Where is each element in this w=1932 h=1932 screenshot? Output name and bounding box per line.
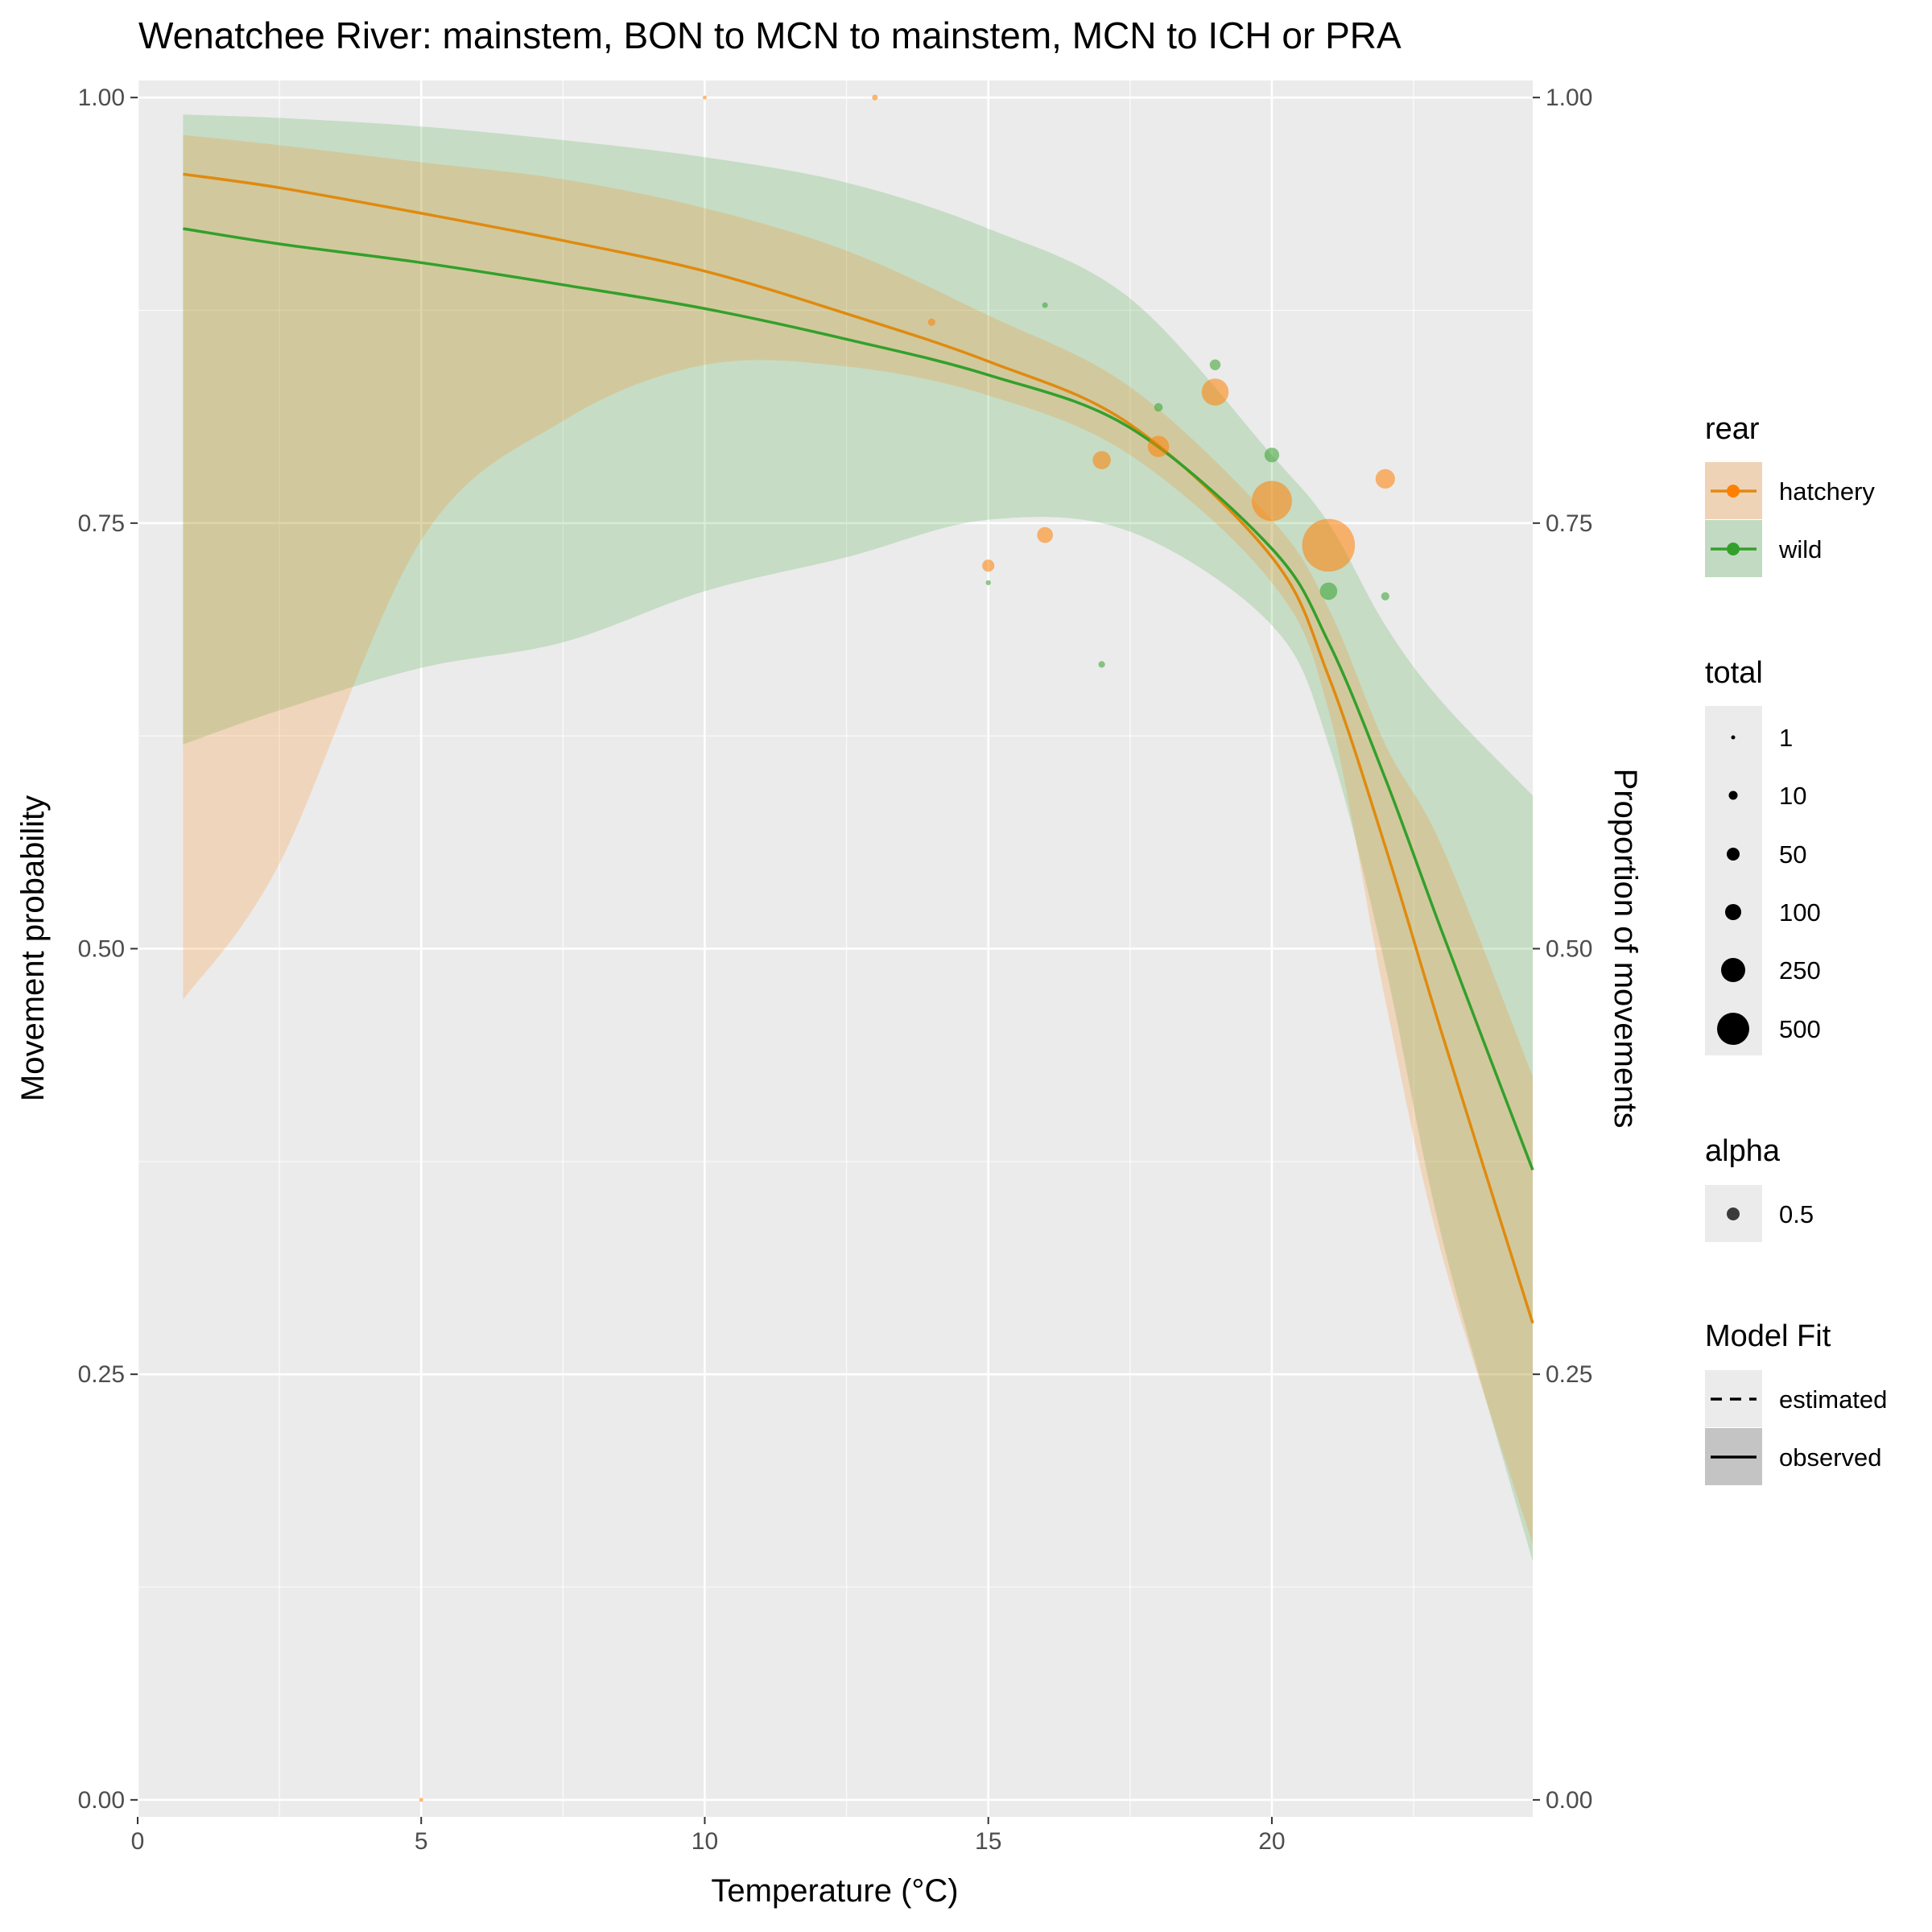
y-tick-label-right: 0.00 xyxy=(1546,1787,1592,1814)
y-tick-label-left: 0.50 xyxy=(78,936,125,963)
point-wild xyxy=(1264,448,1280,463)
y-tick-label-right: 1.00 xyxy=(1546,85,1592,111)
legend-label-hatchery: hatchery xyxy=(1779,477,1875,506)
legend-model-fit-label-observed: observed xyxy=(1779,1443,1882,1472)
point-wild xyxy=(1319,582,1338,601)
legend-total-key-10 xyxy=(1728,791,1738,800)
ribbon-hatchery xyxy=(183,134,1533,1545)
point-hatchery xyxy=(1302,518,1356,572)
legend-label-wild: wild xyxy=(1778,535,1822,564)
axes: 0 5 10 15 20 0.00 0.00 0.25 0.25 0.50 0.50 0.75 0.75… xyxy=(78,85,1593,1855)
point-hatchery xyxy=(1147,436,1170,457)
point-hatchery xyxy=(1092,451,1111,469)
fit-line-wild xyxy=(183,227,1534,1171)
legend-total-title: total xyxy=(1705,656,1763,690)
y-tick-label-left: 1.00 xyxy=(78,85,125,111)
x-tick-label: 15 xyxy=(975,1828,1001,1855)
legend: rear hatchery wild total 1 10 50 100 250… xyxy=(1705,412,1887,1485)
point-wild xyxy=(1098,661,1105,668)
y-tick-label-left: 0.25 xyxy=(78,1361,125,1388)
y-tick-label-right: 0.75 xyxy=(1546,510,1592,537)
point-hatchery xyxy=(982,559,995,572)
point-wild xyxy=(1381,592,1389,601)
x-tick-label: 5 xyxy=(415,1828,428,1855)
point-hatchery xyxy=(1201,378,1229,406)
y-tick-label-left: 0.00 xyxy=(78,1787,125,1814)
y-axis-right-title: Proportion of movements xyxy=(1608,769,1643,1129)
legend-key-wild-point xyxy=(1727,543,1740,555)
legend-total-key-1 xyxy=(1731,735,1736,740)
chart-title: Wenatchee River: mainstem, BON to MCN to… xyxy=(138,14,1402,56)
legend-total-label-10: 10 xyxy=(1779,782,1806,810)
legend-total-key-500 xyxy=(1717,1013,1749,1045)
fit-lines xyxy=(183,172,1534,1324)
legend-total-label-1: 1 xyxy=(1779,724,1793,752)
y-tick-label-right: 0.25 xyxy=(1546,1361,1592,1388)
legend-key-hatchery-point xyxy=(1727,485,1740,497)
point-hatchery xyxy=(1375,469,1395,489)
x-axis-title: Temperature (°C) xyxy=(711,1873,958,1909)
legend-total-key-100 xyxy=(1725,904,1741,920)
legend-total-label-50: 50 xyxy=(1779,840,1806,869)
legend-alpha-key-point xyxy=(1727,1208,1740,1220)
legend-total-keys xyxy=(1705,706,1762,1055)
point-wild xyxy=(985,580,991,585)
legend-rear-title: rear xyxy=(1705,412,1760,446)
point-wild xyxy=(1209,359,1221,370)
point-wild xyxy=(1154,402,1163,412)
point-hatchery xyxy=(927,318,935,326)
legend-total-label-500: 500 xyxy=(1779,1015,1821,1043)
legend-model-fit-label-estimated: estimated xyxy=(1779,1385,1887,1414)
point-hatchery xyxy=(702,95,707,100)
legend-alpha-title: alpha xyxy=(1705,1134,1781,1168)
data-points xyxy=(419,94,1395,1802)
point-wild xyxy=(1042,302,1048,308)
point-hatchery xyxy=(1037,526,1054,543)
fit-line-hatchery xyxy=(183,172,1534,1324)
legend-alpha-label: 0.5 xyxy=(1779,1200,1814,1228)
point-hatchery xyxy=(1251,481,1292,522)
legend-total-key-250 xyxy=(1721,958,1745,982)
legend-total-key-50 xyxy=(1727,848,1740,861)
y-tick-label-right: 0.50 xyxy=(1546,936,1592,963)
legend-total-label-250: 250 xyxy=(1779,956,1821,985)
legend-model-fit-title: Model Fit xyxy=(1705,1319,1831,1353)
y-axis-title: Movement probability xyxy=(15,795,51,1101)
x-tick-label: 0 xyxy=(131,1828,145,1855)
x-tick-label: 10 xyxy=(691,1828,718,1855)
point-hatchery xyxy=(872,94,878,101)
point-hatchery xyxy=(419,1798,423,1802)
legend-total-label-100: 100 xyxy=(1779,898,1821,927)
y-tick-label-left: 0.75 xyxy=(78,510,125,537)
x-tick-label: 20 xyxy=(1258,1828,1285,1855)
